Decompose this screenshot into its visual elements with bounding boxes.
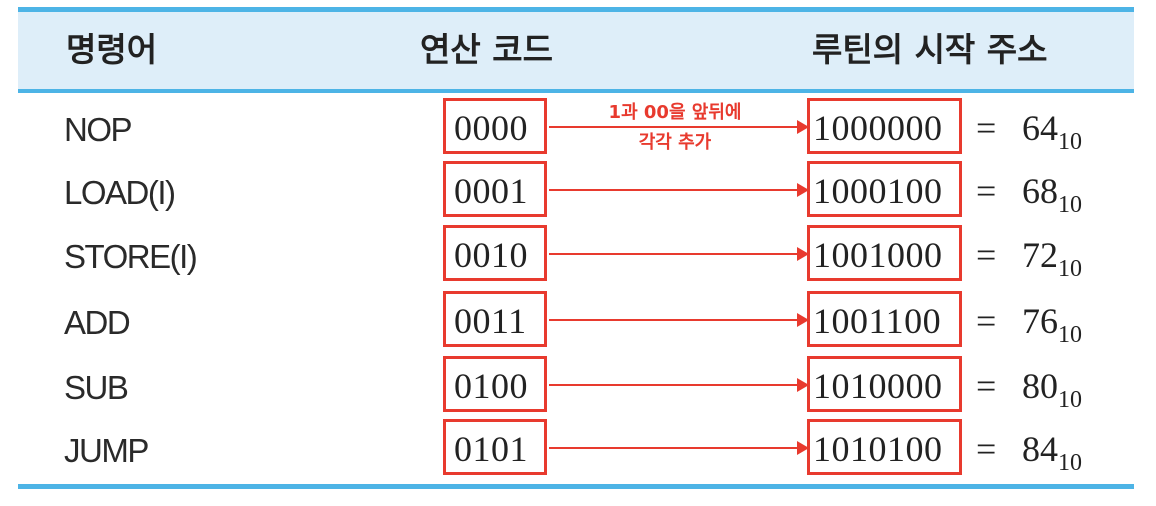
conversion-annotation: 1과 00을 앞뒤에 각각 추가 bbox=[560, 98, 790, 158]
decimal-base: 10 bbox=[1058, 256, 1082, 282]
address-decimal-value: 6410 bbox=[1022, 108, 1082, 162]
arrow-head-icon bbox=[797, 247, 809, 261]
instruction-name: STORE(I) bbox=[64, 238, 198, 275]
decimal-number: 76 bbox=[1022, 301, 1058, 341]
opcode-value: 0000 bbox=[454, 108, 528, 148]
equals-sign: = bbox=[976, 108, 997, 148]
table-row: ADD 0011 1001100 = 7610 bbox=[0, 291, 1156, 355]
arrow-head-icon bbox=[797, 183, 809, 197]
opcode-highlight-box bbox=[443, 356, 547, 412]
address-binary-value: 1010000 bbox=[813, 366, 943, 406]
address-binary-value: 1001100 bbox=[813, 301, 942, 341]
decimal-base: 10 bbox=[1058, 192, 1082, 218]
address-highlight-box bbox=[807, 291, 962, 347]
table-header-background bbox=[18, 10, 1134, 92]
table-row: NOP 0000 1000000 = 6410 bbox=[0, 98, 1156, 162]
address-decimal-value: 6810 bbox=[1022, 171, 1082, 225]
opcode-highlight-box bbox=[443, 419, 547, 475]
mapping-arrow-line bbox=[549, 447, 799, 449]
arrow-head-icon bbox=[797, 120, 809, 134]
address-binary-value: 1010100 bbox=[813, 429, 943, 469]
mapping-arrow-line bbox=[549, 189, 799, 191]
decimal-number: 68 bbox=[1022, 171, 1058, 211]
mapping-arrow-line bbox=[549, 126, 799, 128]
instruction-name: SUB bbox=[64, 369, 129, 406]
column-header-opcode: 연산 코드 bbox=[420, 30, 553, 69]
address-binary-value: 1001000 bbox=[813, 235, 943, 275]
address-decimal-value: 7210 bbox=[1022, 235, 1082, 289]
equals-sign: = bbox=[976, 235, 997, 275]
table-row: LOAD(I) 0001 1000100 = 6810 bbox=[0, 161, 1156, 225]
equals-sign: = bbox=[976, 429, 997, 469]
address-highlight-box bbox=[807, 161, 962, 217]
address-highlight-box bbox=[807, 356, 962, 412]
instruction-name: LOAD(I) bbox=[64, 174, 176, 211]
arrow-head-icon bbox=[797, 313, 809, 327]
top-rule bbox=[18, 7, 1134, 12]
bottom-rule bbox=[18, 484, 1134, 489]
decimal-base: 10 bbox=[1058, 129, 1082, 155]
header-rule bbox=[18, 89, 1134, 93]
decimal-base: 10 bbox=[1058, 387, 1082, 413]
address-highlight-box bbox=[807, 225, 962, 281]
equals-sign: = bbox=[976, 366, 997, 406]
mapping-arrow-line bbox=[549, 253, 799, 255]
address-binary-value: 1000000 bbox=[813, 108, 943, 148]
opcode-value: 0001 bbox=[454, 171, 528, 211]
table-row: JUMP 0101 1010100 = 8410 bbox=[0, 419, 1156, 483]
mapping-arrow-line bbox=[549, 384, 799, 386]
mapping-arrow-line bbox=[549, 319, 799, 321]
opcode-value: 0011 bbox=[454, 301, 527, 341]
table-row: STORE(I) 0010 1001000 = 7210 bbox=[0, 225, 1156, 289]
address-highlight-box bbox=[807, 98, 962, 154]
opcode-value: 0100 bbox=[454, 366, 528, 406]
opcode-highlight-box bbox=[443, 225, 547, 281]
instruction-name: NOP bbox=[64, 111, 133, 148]
address-highlight-box bbox=[807, 419, 962, 475]
instruction-name: JUMP bbox=[64, 432, 149, 469]
decimal-number: 84 bbox=[1022, 429, 1058, 469]
opcode-highlight-box bbox=[443, 161, 547, 217]
arrow-head-icon bbox=[797, 378, 809, 392]
decimal-number: 64 bbox=[1022, 108, 1058, 148]
column-header-start-address: 루틴의 시작 주소 bbox=[812, 30, 1048, 69]
opcode-value: 0101 bbox=[454, 429, 528, 469]
table-row: SUB 0100 1010000 = 8010 bbox=[0, 356, 1156, 420]
decimal-base: 10 bbox=[1058, 322, 1082, 348]
address-decimal-value: 8410 bbox=[1022, 429, 1082, 483]
opcode-highlight-box bbox=[443, 98, 547, 154]
equals-sign: = bbox=[976, 171, 997, 211]
decimal-base: 10 bbox=[1058, 450, 1082, 476]
address-decimal-value: 7610 bbox=[1022, 301, 1082, 355]
opcode-highlight-box bbox=[443, 291, 547, 347]
address-decimal-value: 8010 bbox=[1022, 366, 1082, 420]
opcode-value: 0010 bbox=[454, 235, 528, 275]
annotation-line-2: 각각 추가 bbox=[638, 132, 712, 153]
address-binary-value: 1000100 bbox=[813, 171, 943, 211]
equals-sign: = bbox=[976, 301, 997, 341]
column-header-instruction: 명령어 bbox=[66, 30, 158, 69]
instruction-name: ADD bbox=[64, 304, 131, 341]
decimal-number: 80 bbox=[1022, 366, 1058, 406]
arrow-head-icon bbox=[797, 441, 809, 455]
decimal-number: 72 bbox=[1022, 235, 1058, 275]
annotation-line-1: 1과 00을 앞뒤에 bbox=[608, 102, 742, 123]
